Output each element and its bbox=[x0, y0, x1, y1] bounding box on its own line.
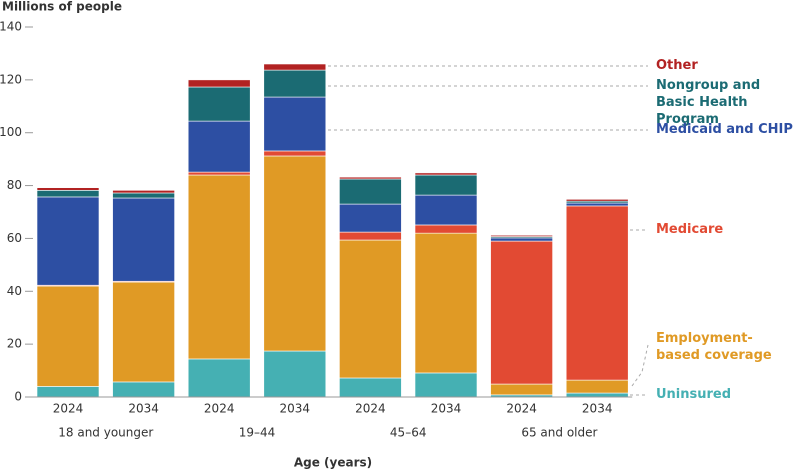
bar-segment bbox=[339, 231, 402, 241]
y-tick-label: 120 bbox=[0, 72, 22, 86]
y-tick-label: 40 bbox=[7, 284, 22, 298]
bar-segment bbox=[187, 86, 251, 122]
leader-line bbox=[631, 344, 649, 387]
bar-segment bbox=[339, 178, 402, 205]
bar-segment bbox=[36, 285, 100, 387]
bar-segment bbox=[565, 392, 629, 398]
bar-segment bbox=[187, 120, 251, 173]
bar-segment bbox=[565, 199, 629, 202]
bar-segment bbox=[414, 224, 478, 234]
legend-label: Uninsured bbox=[656, 387, 732, 402]
bar-segment bbox=[36, 196, 100, 286]
bar-segment bbox=[112, 281, 175, 383]
bar-segment bbox=[490, 237, 553, 242]
bar-segment bbox=[565, 202, 629, 207]
bar-segment bbox=[414, 372, 478, 398]
group-label: 45–64 bbox=[390, 426, 427, 440]
y-tick-label: 140 bbox=[0, 20, 22, 34]
bar-segment bbox=[187, 358, 251, 398]
bar-segment bbox=[263, 155, 327, 352]
x-tick-label: 2034 bbox=[280, 402, 311, 416]
bar-segment bbox=[263, 150, 327, 157]
bar-segment bbox=[36, 187, 100, 191]
bar-segment bbox=[36, 386, 100, 398]
y-tick-label: 60 bbox=[7, 231, 22, 245]
y-tick-label: 20 bbox=[7, 337, 22, 351]
x-axis-title: Age (years) bbox=[294, 456, 372, 470]
bar-segment bbox=[339, 239, 402, 379]
legend-label: Medicaid and CHIP bbox=[656, 122, 793, 137]
bar-segment bbox=[36, 190, 100, 198]
x-tick-label: 2034 bbox=[431, 402, 462, 416]
bar-segment bbox=[263, 63, 327, 71]
x-tick-label: 2034 bbox=[128, 402, 159, 416]
bar-segment bbox=[490, 240, 553, 385]
bar-segment bbox=[490, 234, 553, 237]
x-tick-label: 2024 bbox=[355, 402, 386, 416]
group-label: 65 and older bbox=[521, 426, 597, 440]
y-axis-title: Millions of people bbox=[2, 0, 122, 14]
x-tick-label: 2024 bbox=[204, 402, 235, 416]
bar-segment bbox=[263, 96, 327, 152]
bar-segment bbox=[187, 174, 251, 360]
x-tick-label: 2024 bbox=[506, 402, 537, 416]
x-tick-label: 2024 bbox=[53, 402, 84, 416]
legend-label: Medicare bbox=[656, 222, 724, 237]
bar-segment bbox=[565, 379, 629, 394]
legend-label: Employment-based coverage bbox=[656, 331, 772, 363]
bar-segment bbox=[187, 171, 251, 176]
legend-label: Nongroup and Basic Health Program bbox=[656, 78, 761, 127]
y-tick-label: 100 bbox=[0, 125, 22, 139]
bar-segment bbox=[339, 377, 402, 398]
group-label: 18 and younger bbox=[58, 426, 153, 440]
legend-label: Other bbox=[656, 58, 698, 73]
bar-segment bbox=[263, 350, 327, 398]
bar-segment bbox=[565, 205, 629, 381]
x-tick-label: 2034 bbox=[582, 402, 613, 416]
bar-segment bbox=[112, 192, 175, 199]
bar-segment bbox=[112, 381, 175, 398]
bar-segment bbox=[112, 190, 175, 194]
bar-segment bbox=[414, 174, 478, 196]
bar-segment bbox=[414, 232, 478, 374]
bar-segment bbox=[490, 383, 553, 396]
group-label: 19–44 bbox=[239, 426, 276, 440]
y-tick-label: 0 bbox=[14, 390, 22, 404]
bar-segment bbox=[339, 176, 402, 180]
bar-segment bbox=[112, 197, 175, 282]
y-tick-label: 80 bbox=[7, 178, 22, 192]
bar-segment bbox=[414, 194, 478, 226]
bar-segment bbox=[187, 79, 251, 88]
bar-segment bbox=[414, 172, 478, 176]
bar-segment bbox=[263, 69, 327, 98]
bar-segment bbox=[339, 203, 402, 233]
